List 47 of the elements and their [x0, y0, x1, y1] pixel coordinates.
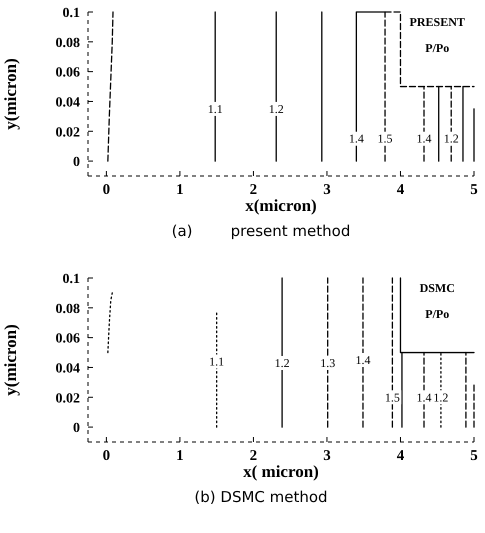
annotation: PRESENT	[410, 15, 465, 29]
x-tick-label: 2	[250, 182, 258, 198]
annotation: 1.4	[416, 132, 432, 146]
y-tick-label: 0.04	[56, 95, 80, 110]
y-tick-label: 0.02	[56, 391, 80, 406]
y-axis-title: y(micron)	[1, 58, 20, 130]
annotation: 1.2	[274, 356, 290, 370]
x-tick-label: 4	[396, 182, 405, 198]
x-tick-label: 3	[323, 182, 331, 198]
annotation: 1.3	[320, 356, 336, 370]
text: (b) DSMC method	[194, 488, 328, 506]
annotation: 1.5	[384, 390, 400, 404]
x-tick-label: 1	[176, 448, 184, 464]
x-tick-label: 3	[323, 448, 331, 464]
y-tick-label: 0	[73, 421, 80, 436]
y-axis-title: y(micron)	[1, 324, 20, 396]
annotation: 1.2	[444, 132, 459, 146]
x-tick-label: 0	[102, 182, 110, 198]
y-tick-label: 0.06	[56, 332, 80, 347]
annotation: 1.4	[416, 390, 432, 404]
annotation: P/Po	[425, 307, 450, 321]
annotation: 1.1	[208, 102, 223, 116]
text: (a) present method	[172, 222, 350, 240]
y-tick-label: 0.08	[56, 36, 80, 51]
y-tick-label: 0.02	[56, 125, 80, 140]
y-tick-label: 0.08	[56, 302, 80, 317]
y-tick-label: 0.1	[62, 272, 80, 287]
annotation: 1.4	[348, 132, 364, 146]
x-tick-label: 0	[102, 448, 110, 464]
x-axis-title: x( micron)	[243, 462, 319, 481]
y-tick-label: 0.04	[56, 361, 80, 376]
y-tick-label: 0	[73, 155, 80, 170]
annotation: 1.1	[209, 354, 224, 368]
annotation: 1.5	[378, 132, 393, 146]
y-tick-label: 0.1	[62, 6, 80, 21]
x-axis-title: x(micron)	[245, 196, 317, 215]
annotation: DSMC	[420, 281, 455, 295]
annotation: 1.2	[268, 102, 284, 116]
annotation: 1.2	[433, 390, 448, 404]
annotation: P/Po	[425, 41, 450, 55]
y-tick-label: 0.06	[56, 66, 80, 81]
annotation: 1.4	[355, 353, 370, 367]
x-tick-label: 4	[396, 448, 405, 464]
x-tick-label: 2	[250, 448, 258, 464]
x-tick-label: 5	[470, 182, 478, 198]
x-tick-label: 1	[176, 182, 184, 198]
x-tick-label: 5	[470, 448, 478, 464]
